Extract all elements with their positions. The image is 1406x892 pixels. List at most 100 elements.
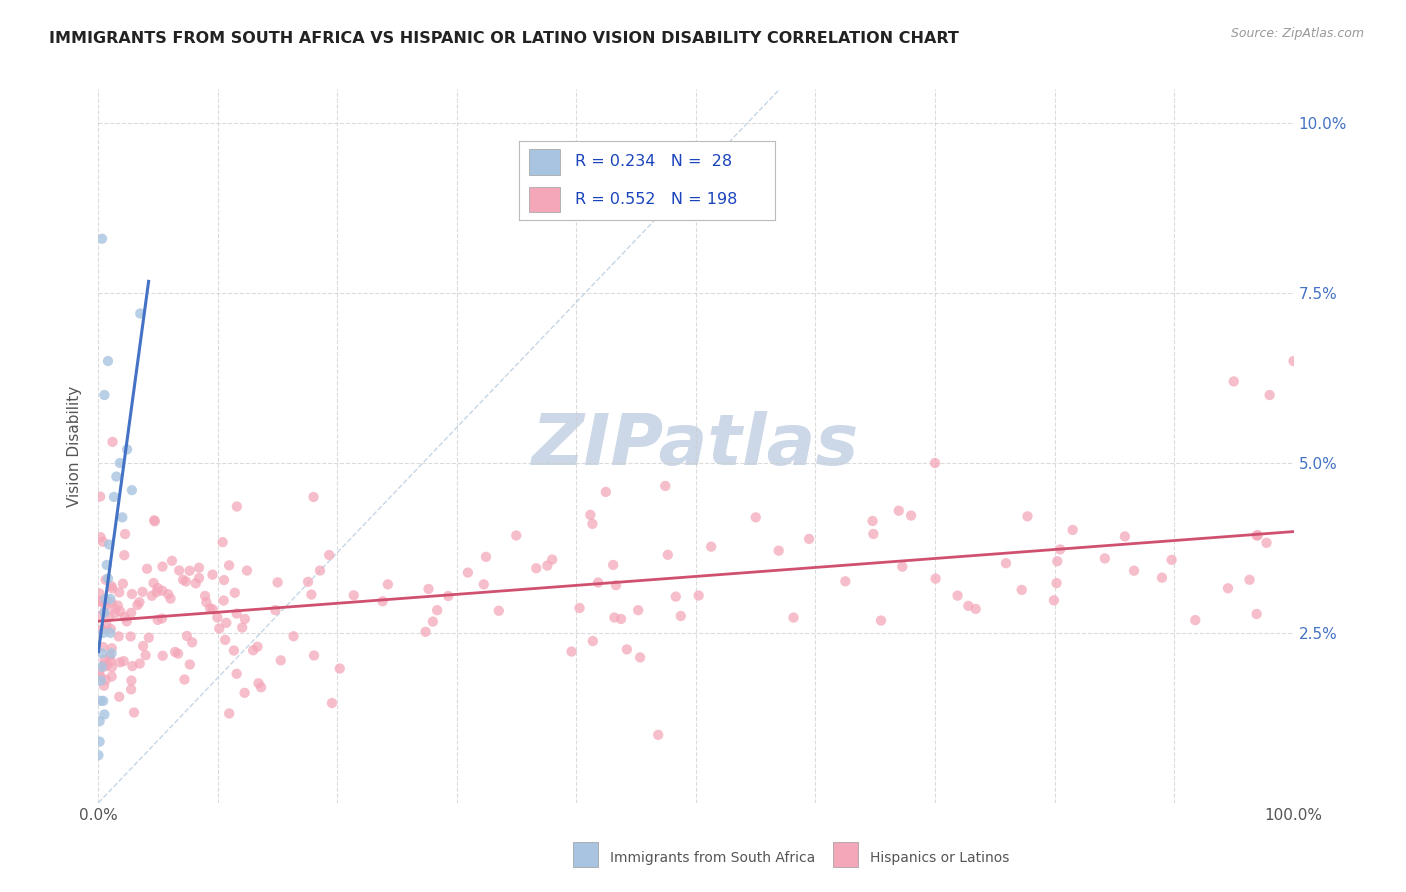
Point — [524, 561, 547, 575]
Point — [536, 558, 558, 573]
Point — [246, 640, 269, 654]
Text: R = 0.552   N = 198: R = 0.552 N = 198 — [575, 193, 738, 207]
Point — [505, 528, 527, 542]
Point — [1046, 554, 1069, 568]
Point — [91, 626, 114, 640]
Point — [89, 490, 111, 504]
Point — [89, 714, 111, 729]
Point — [115, 442, 138, 457]
Point — [121, 483, 143, 498]
Point — [172, 573, 194, 587]
Point — [173, 673, 195, 687]
Point — [112, 548, 135, 562]
Point — [120, 673, 142, 688]
Point — [870, 614, 893, 628]
Bar — [529, 149, 560, 175]
Point — [89, 586, 111, 600]
Point — [377, 577, 399, 591]
Point — [264, 603, 287, 617]
Point — [457, 566, 479, 580]
Point — [283, 629, 305, 643]
Point — [250, 680, 273, 694]
Point — [568, 601, 591, 615]
Point — [1150, 571, 1173, 585]
Point — [90, 673, 112, 688]
Point — [231, 621, 253, 635]
Point — [90, 670, 112, 684]
Point — [97, 354, 120, 368]
Point — [321, 696, 343, 710]
Point — [318, 548, 340, 562]
Point — [121, 659, 143, 673]
Point — [891, 559, 914, 574]
Point — [96, 618, 118, 632]
Point — [103, 490, 125, 504]
Point — [131, 585, 153, 599]
Point — [87, 748, 110, 763]
Point — [100, 669, 122, 683]
Point — [128, 657, 150, 671]
Text: R = 0.234   N =  28: R = 0.234 N = 28 — [575, 154, 733, 169]
Point — [669, 609, 692, 624]
Point — [887, 504, 910, 518]
Point — [135, 648, 157, 663]
Point — [1011, 582, 1033, 597]
Point — [107, 629, 129, 643]
Point — [181, 635, 204, 649]
Point — [233, 612, 256, 626]
Point — [111, 576, 134, 591]
Point — [179, 657, 201, 672]
Point — [628, 650, 651, 665]
Point — [129, 306, 152, 320]
Point — [89, 734, 111, 748]
Point — [797, 532, 820, 546]
Point — [329, 661, 352, 675]
Point — [108, 690, 131, 704]
Point — [101, 641, 124, 656]
Point — [112, 654, 135, 668]
Point — [167, 647, 190, 661]
Point — [745, 510, 768, 524]
Point — [198, 601, 221, 615]
Point — [834, 574, 856, 589]
Point — [214, 632, 236, 647]
Point — [152, 559, 174, 574]
Text: Source: ZipAtlas.com: Source: ZipAtlas.com — [1230, 27, 1364, 40]
Point — [1017, 509, 1039, 524]
Point — [105, 469, 128, 483]
Point — [94, 673, 117, 687]
Point — [108, 456, 131, 470]
Point — [1062, 523, 1084, 537]
Point — [688, 589, 710, 603]
Point — [212, 593, 235, 607]
Point — [93, 388, 115, 402]
Point — [100, 622, 122, 636]
Point — [1043, 593, 1066, 607]
Point — [91, 646, 114, 660]
Point — [174, 574, 197, 589]
Bar — [529, 187, 560, 212]
Point — [93, 657, 115, 672]
Point — [225, 607, 247, 621]
Point — [900, 508, 922, 523]
Point — [862, 527, 884, 541]
Point — [93, 606, 115, 620]
Point — [143, 513, 166, 527]
Point — [159, 591, 181, 606]
Point — [270, 653, 292, 667]
Point — [426, 603, 449, 617]
Point — [299, 588, 322, 602]
Point — [1184, 613, 1206, 627]
Point — [179, 564, 201, 578]
Point — [1114, 529, 1136, 543]
Point — [111, 510, 134, 524]
Point — [96, 594, 118, 608]
Point — [247, 676, 270, 690]
Point — [657, 548, 679, 562]
Point — [188, 560, 211, 574]
Point — [1045, 576, 1067, 591]
Point — [176, 629, 198, 643]
Point — [93, 707, 115, 722]
Point — [110, 604, 132, 618]
Point — [586, 575, 609, 590]
